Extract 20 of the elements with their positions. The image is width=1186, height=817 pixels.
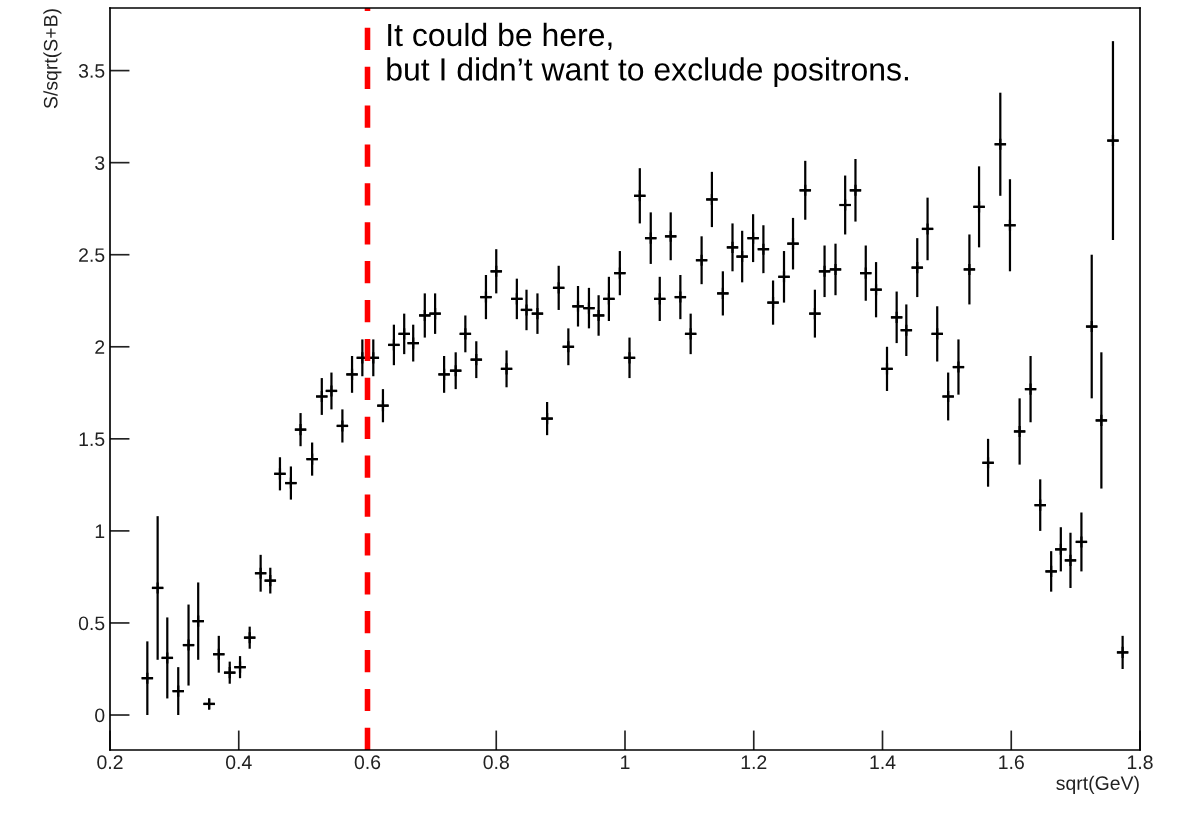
y-tick-label: 1.5 bbox=[79, 432, 105, 447]
y-tick-label: 3 bbox=[95, 156, 105, 170]
y-tick-label: 0.5 bbox=[78, 616, 105, 631]
y-tick-label: 2 bbox=[95, 340, 105, 354]
y-tick-label: 3.5 bbox=[78, 64, 105, 78]
x-tick-label: 0.8 bbox=[483, 755, 509, 770]
x-tick-label: 0.4 bbox=[226, 755, 252, 770]
x-tick-label: 0.2 bbox=[97, 755, 123, 770]
x-tick-label: 1.8 bbox=[1127, 755, 1153, 770]
x-tick-label: 0.6 bbox=[354, 755, 381, 770]
x-tick-label: 1 bbox=[621, 755, 630, 769]
y-tick-label: 1 bbox=[95, 524, 105, 538]
ref-line-label: It could be here, but I didn’t want to exclude positrons. bbox=[387, 22, 908, 88]
y-tick-label: 0 bbox=[95, 708, 105, 723]
x-tick-label: 1.6 bbox=[999, 755, 1024, 770]
y-axis-title: S/sqrt(S+B) bbox=[43, 9, 62, 109]
x-tick-label: 1.4 bbox=[870, 755, 896, 769]
y-tick-label: 2.5 bbox=[79, 248, 105, 262]
x-tick-label: 1.2 bbox=[741, 755, 767, 769]
x-axis-title: sqrt(GeV) bbox=[1056, 775, 1139, 794]
